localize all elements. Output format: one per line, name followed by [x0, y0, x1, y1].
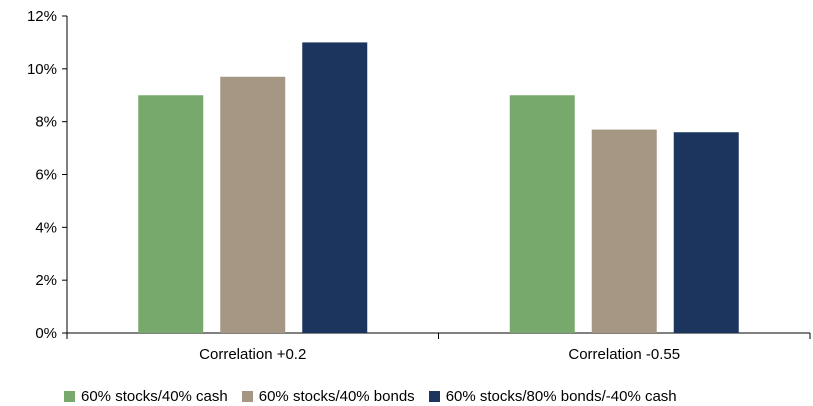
legend-item: 60% stocks/40% cash	[64, 388, 228, 405]
legend-label: 60% stocks/40% bonds	[258, 387, 415, 405]
x-category-label: Correlation +0.2	[199, 346, 306, 363]
bar	[591, 129, 657, 333]
y-axis: 0% 2% 4% 6% 8% 10% 12%	[27, 8, 68, 342]
legend-label: 60% stocks/40% cash	[81, 387, 228, 405]
x-axis: Correlation +0.2 Correlation -0.55	[66, 332, 811, 363]
legend-item: 60% stocks/40% bonds	[241, 387, 415, 405]
legend: 60% stocks/40% cash 60% stocks/40% bonds 6…	[64, 386, 677, 406]
legend-item: 60% stocks/80% bonds/-40% cash	[428, 387, 677, 405]
bar	[220, 76, 286, 333]
y-tick-label: 10%	[27, 61, 57, 78]
y-tick-label: 8%	[35, 114, 57, 131]
bar-chart: 0%2%4%6%8%10%12% Correlation +0.2 Correla…	[27, 8, 811, 363]
y-tick-label: 12%	[27, 8, 57, 25]
x-category-label: Correlation -0.55	[568, 346, 680, 363]
bar	[509, 95, 575, 333]
y-tick-label: 4%	[35, 219, 57, 236]
bar	[673, 132, 739, 333]
y-tick-label: 0%	[35, 325, 57, 342]
y-tick-label: 2%	[35, 272, 57, 289]
legend-swatch	[241, 390, 253, 402]
bar	[302, 42, 368, 334]
bar	[138, 95, 204, 333]
legend-swatch	[428, 390, 440, 402]
legend-label: 60% stocks/80% bonds/-40% cash	[445, 387, 677, 405]
bars	[138, 42, 739, 334]
legend-swatch	[64, 390, 75, 402]
y-tick-label: 6%	[35, 167, 57, 184]
